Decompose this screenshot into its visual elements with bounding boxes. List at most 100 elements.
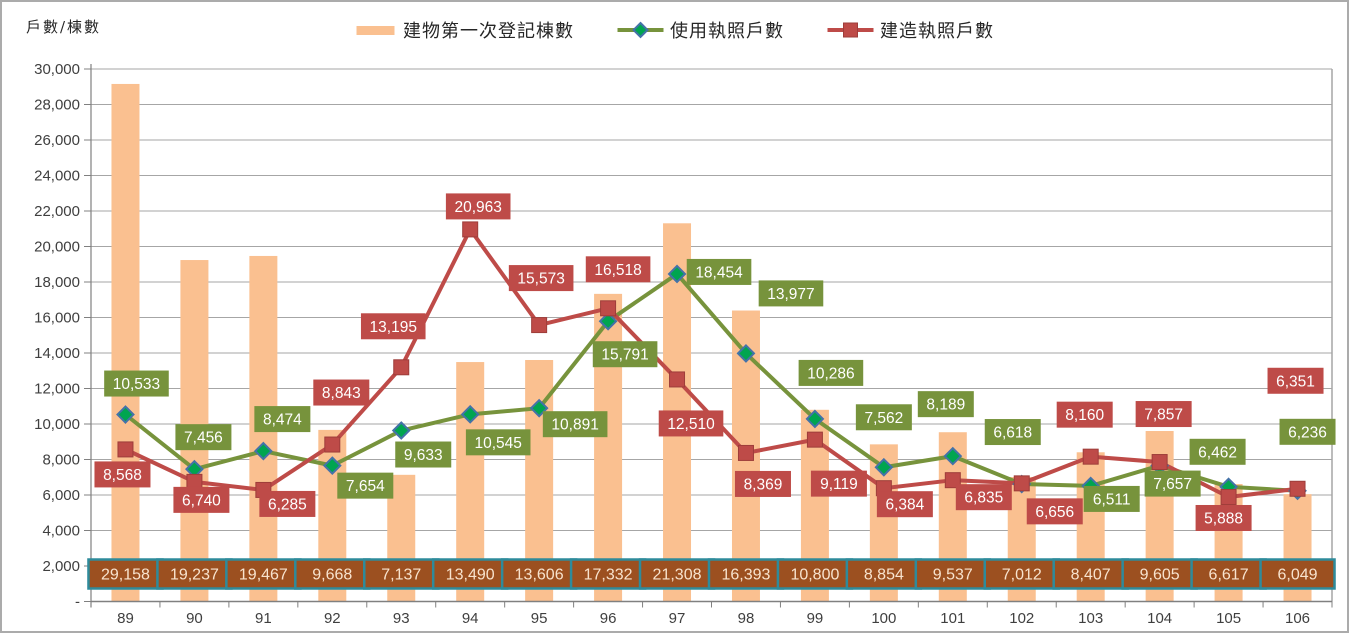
square-marker bbox=[1289, 480, 1306, 497]
bar-value-box bbox=[87, 558, 164, 590]
green-data-label: 8,189 bbox=[926, 397, 965, 414]
x-tick-label: 91 bbox=[255, 610, 272, 627]
bar-value-label: 13,606 bbox=[515, 567, 564, 584]
red-data-label: 12,510 bbox=[667, 416, 715, 433]
green-data-label-box bbox=[1279, 418, 1336, 445]
red-data-label-box bbox=[876, 491, 933, 518]
diamond-marker bbox=[943, 446, 963, 466]
x-tick-label: 94 bbox=[462, 610, 479, 627]
bar-value-label: 9,605 bbox=[1140, 567, 1180, 584]
y-tick-label: 26,000 bbox=[34, 132, 80, 149]
square-marker bbox=[1151, 454, 1168, 471]
green-data-label-box bbox=[984, 419, 1041, 446]
red-data-label: 8,843 bbox=[322, 385, 361, 402]
y-axis-unit-label: 戶數/棟數 bbox=[26, 18, 102, 36]
bar-value-label: 13,490 bbox=[446, 567, 495, 584]
bar-value-label: 19,237 bbox=[170, 567, 219, 584]
y-tick-label: 30,000 bbox=[34, 61, 80, 78]
green-data-label: 18,454 bbox=[695, 264, 743, 281]
square-marker bbox=[324, 436, 341, 453]
legend-item-bar: 建物第一次登記棟數 bbox=[355, 17, 574, 43]
bar bbox=[111, 83, 140, 602]
green-data-label: 6,236 bbox=[1288, 424, 1327, 441]
red-data-label-box bbox=[734, 470, 791, 497]
bar-value-label: 7,012 bbox=[1002, 567, 1042, 584]
x-tick-label: 102 bbox=[1009, 610, 1034, 627]
square-marker bbox=[944, 472, 961, 489]
red-data-label: 6,384 bbox=[885, 497, 924, 514]
x-tick-label: 99 bbox=[807, 610, 824, 627]
red-data-label: 8,369 bbox=[744, 476, 783, 493]
y-tick-label: 4,000 bbox=[42, 523, 80, 540]
bar-value-label: 6,617 bbox=[1209, 567, 1249, 584]
green-data-label-box bbox=[465, 429, 531, 456]
bar-value-label: 9,537 bbox=[933, 567, 973, 584]
x-tick-label: 101 bbox=[940, 610, 965, 627]
bar-value-box bbox=[983, 558, 1060, 590]
green-data-label-box bbox=[758, 280, 824, 307]
red-data-label: 8,568 bbox=[103, 467, 142, 484]
legend: 建物第一次登記棟數 使用執照戶數 建造執照戶數 bbox=[355, 17, 994, 43]
green-data-label-box bbox=[175, 424, 232, 451]
y-tick-label: 12,000 bbox=[34, 381, 80, 398]
y-tick-label: 20,000 bbox=[34, 239, 80, 256]
red-data-label: 9,119 bbox=[820, 476, 858, 493]
bar-value-box bbox=[776, 558, 854, 590]
x-tick-label: 93 bbox=[393, 610, 410, 627]
green-data-label: 7,562 bbox=[864, 410, 903, 427]
green-data-label-box bbox=[1189, 438, 1246, 465]
x-tick-label: 105 bbox=[1216, 610, 1241, 627]
green-data-label-box bbox=[1083, 485, 1140, 512]
diamond-marker bbox=[391, 421, 411, 440]
green-data-label: 8,474 bbox=[263, 412, 302, 429]
bar-value-box bbox=[225, 558, 302, 590]
red-data-label-box bbox=[1026, 498, 1083, 525]
square-marker bbox=[1013, 475, 1030, 492]
green-data-label: 13,977 bbox=[767, 286, 814, 303]
bar-value-box bbox=[363, 558, 440, 590]
red-data-label: 16,518 bbox=[594, 262, 641, 279]
red-data-label-box bbox=[1135, 401, 1192, 428]
bar-value-box bbox=[1259, 558, 1336, 590]
square-marker bbox=[806, 431, 823, 448]
red-data-label-box bbox=[360, 313, 426, 340]
diamond-line-swatch-icon bbox=[617, 21, 663, 39]
bar bbox=[594, 293, 623, 602]
green-data-label: 6,618 bbox=[993, 425, 1032, 442]
bar-series-swatch-icon bbox=[356, 26, 394, 35]
diamond-marker bbox=[805, 409, 825, 429]
square-line-swatch-icon bbox=[827, 22, 873, 38]
green-data-label-box bbox=[686, 258, 752, 285]
bar-value-box bbox=[1121, 558, 1198, 590]
green-data-label: 10,545 bbox=[474, 435, 521, 452]
x-tick-label: 104 bbox=[1147, 610, 1172, 627]
y-tick-label: 10,000 bbox=[34, 416, 80, 433]
y-tick-label: 28,000 bbox=[34, 97, 80, 114]
red-data-label-box bbox=[173, 486, 230, 513]
x-tick-label: 90 bbox=[186, 610, 203, 627]
red-data-label: 13,195 bbox=[370, 319, 417, 336]
square-marker bbox=[737, 444, 754, 461]
x-tick-label: 95 bbox=[531, 610, 548, 627]
square-marker bbox=[669, 371, 686, 388]
green-data-label-box bbox=[104, 370, 169, 397]
legend-label-line2: 建造執照戶數 bbox=[880, 21, 994, 42]
bar-value-label: 29,158 bbox=[101, 567, 150, 584]
green-data-label: 7,654 bbox=[346, 478, 385, 495]
bar-value-label: 10,800 bbox=[790, 567, 839, 584]
diamond-marker bbox=[322, 456, 342, 476]
y-tick-label: 2,000 bbox=[42, 558, 80, 575]
red-data-label-box bbox=[585, 256, 651, 283]
red-data-label-box bbox=[313, 379, 370, 406]
green-data-label: 7,657 bbox=[1153, 476, 1192, 493]
green-data-label: 9,633 bbox=[404, 447, 443, 464]
y-tick-label: 16,000 bbox=[34, 310, 80, 327]
green-data-label: 10,891 bbox=[551, 417, 598, 434]
square-marker bbox=[117, 441, 134, 458]
red-data-label-box bbox=[1195, 504, 1252, 531]
green-data-label-box bbox=[395, 441, 452, 468]
bar-value-label: 21,308 bbox=[653, 567, 702, 584]
x-tick-label: 96 bbox=[600, 610, 617, 627]
y-tick-label: 24,000 bbox=[34, 168, 80, 185]
